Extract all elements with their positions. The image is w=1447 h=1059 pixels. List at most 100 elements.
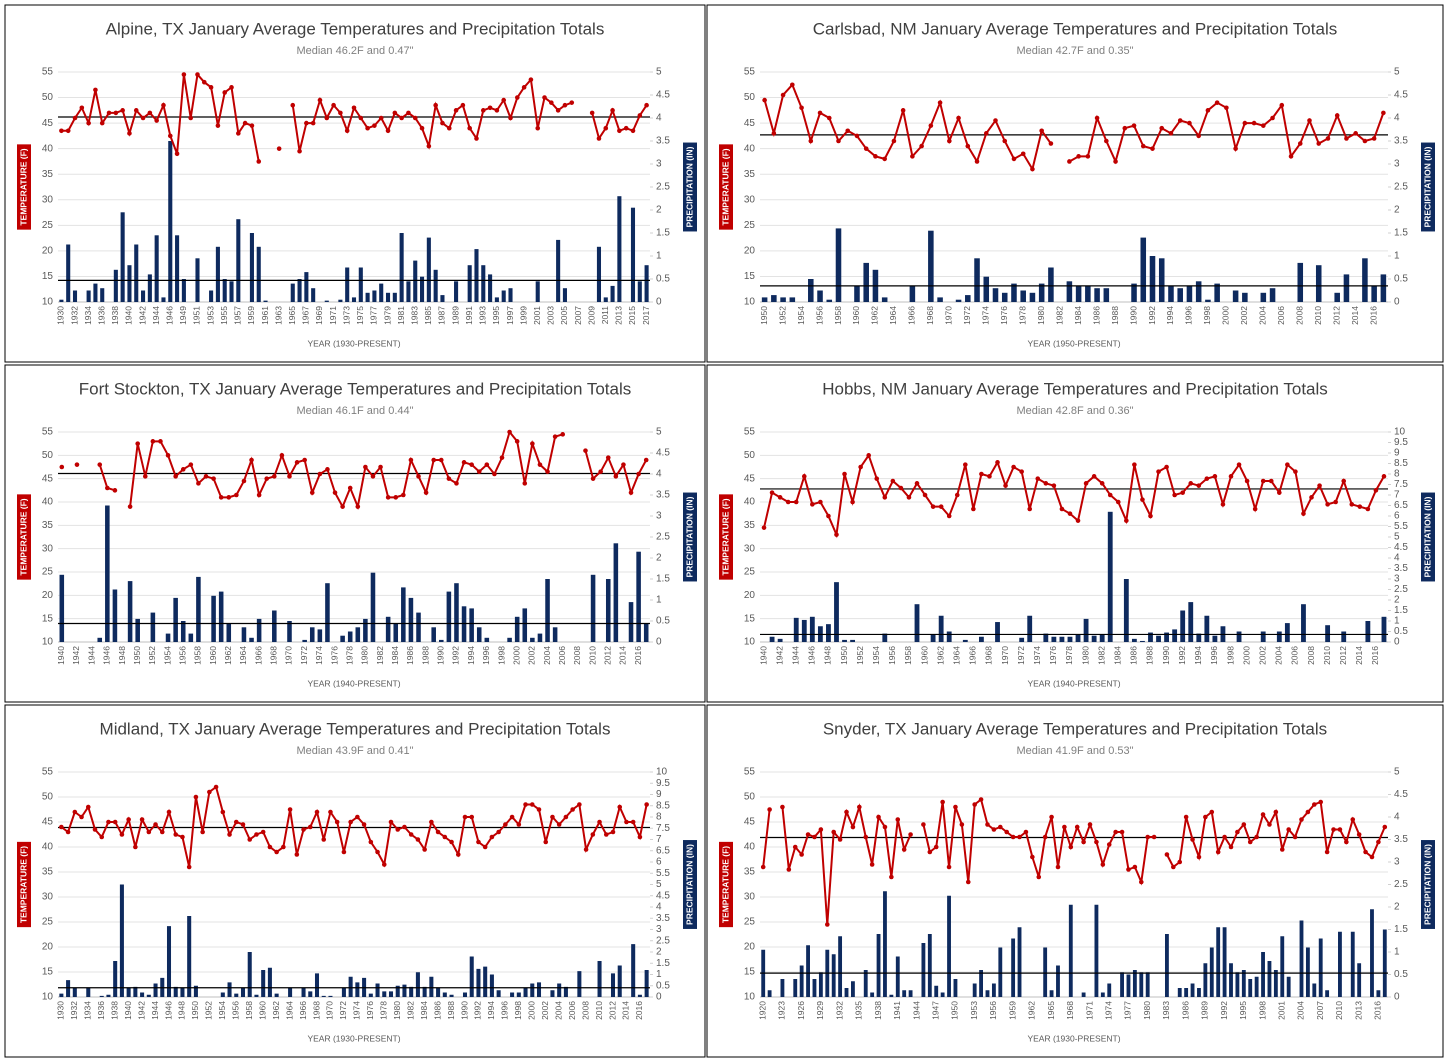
x-tick-label: 1978 [1064,646,1074,665]
line-marker [583,847,589,852]
axis-title: TEMPERATURE (F) [720,148,730,225]
line-marker [150,439,156,444]
axis-title: PRECIPITATION (IN) [684,146,694,227]
line-marker [882,824,888,830]
line-marker [1209,809,1215,815]
y2-tick-label: 4.5 [656,890,670,901]
bar [1343,274,1350,302]
x-tick-label: 1932 [69,306,79,325]
bar [563,986,568,997]
x-tick-label: 1968 [925,306,935,325]
chart-title: Hobbs, NM January Average Temperatures a… [822,379,1328,398]
bar [1148,632,1153,642]
line-marker [938,504,944,509]
bar [476,968,481,997]
x-tick-label: 1965 [287,306,297,325]
line-marker [1251,120,1257,126]
line-marker [173,832,179,837]
y2-tick-label: 0.5 [1394,626,1408,637]
line-marker [799,105,804,111]
x-tick-label: 1978 [1017,306,1027,325]
x-tick-label: 1946 [165,306,175,325]
line-marker [59,128,64,134]
x-tick-label: 1992 [1147,306,1157,325]
x-tick-label: 2016 [1373,1001,1383,1020]
x-tick-label: 2017 [641,306,651,325]
y-tick-label: 25 [744,220,756,231]
bar [991,983,996,997]
x-tick-label: 1926 [796,1001,806,1020]
bar [222,279,227,302]
line-marker [760,864,766,870]
line-marker [1382,824,1388,830]
bar [1001,292,1008,302]
x-tick-label: 1932 [834,1001,844,1020]
line-marker [236,131,241,136]
bar [793,617,799,642]
bar [1107,511,1113,642]
line-marker [956,115,961,121]
bar [484,637,490,642]
bar [978,636,984,642]
line-marker [1004,829,1010,835]
bar [844,988,849,997]
y2-tick-label: 2 [1394,902,1400,913]
line-marker [480,108,486,113]
x-tick-label: 2006 [1290,646,1300,665]
y2-tick-label: 0.5 [1394,274,1408,285]
line-marker [460,102,466,108]
y-tick-label: 20 [42,590,54,601]
line-marker [987,474,992,479]
line-marker [1164,852,1170,857]
line-marker [921,822,926,827]
bar [1204,615,1210,642]
bar [483,966,488,997]
bar [363,618,368,642]
line-marker [207,789,212,795]
line-marker [304,120,309,126]
x-tick-label: 1982 [1096,646,1106,665]
line-marker [522,481,528,486]
line-marker [1222,834,1227,840]
line-marker [85,804,91,810]
line-marker [873,154,878,159]
line-marker [385,495,391,500]
line-marker [419,125,425,131]
bar [385,292,391,302]
bar [817,290,823,302]
bar [979,970,984,997]
line-marker [392,110,398,116]
x-tick-label: 1966 [968,646,978,665]
chart-subtitle: Median 42.7F and 0.35" [1016,45,1133,57]
y2-tick-label: 2.5 [1394,182,1408,193]
x-tick-label: 1972 [962,306,972,325]
line-marker [446,476,452,481]
y-tick-label: 50 [42,792,54,803]
line-marker [200,829,205,835]
line-marker [895,817,901,822]
bar [1312,983,1317,997]
line-marker [991,827,997,832]
x-tick-label: 1934 [83,1001,93,1020]
line-marker [272,474,277,479]
line-marker [1196,854,1202,860]
bar [249,233,254,302]
line-marker [449,839,454,845]
bar [325,583,330,642]
x-tick-label: 1964 [238,646,248,665]
y-tick-label: 55 [744,427,756,438]
line-marker [837,837,843,842]
y-tick-label: 10 [42,992,54,1003]
line-marker [1067,159,1072,164]
bar [809,616,815,642]
bar [508,288,513,302]
line-marker [1242,120,1248,126]
bar [372,290,377,302]
x-tick-label: 1929 [815,1001,825,1020]
x-tick-label: 1950 [950,1001,960,1020]
line-marker [331,102,336,108]
bar [141,290,146,302]
bar [516,992,521,997]
bar [340,635,345,642]
line-marker [965,143,971,149]
